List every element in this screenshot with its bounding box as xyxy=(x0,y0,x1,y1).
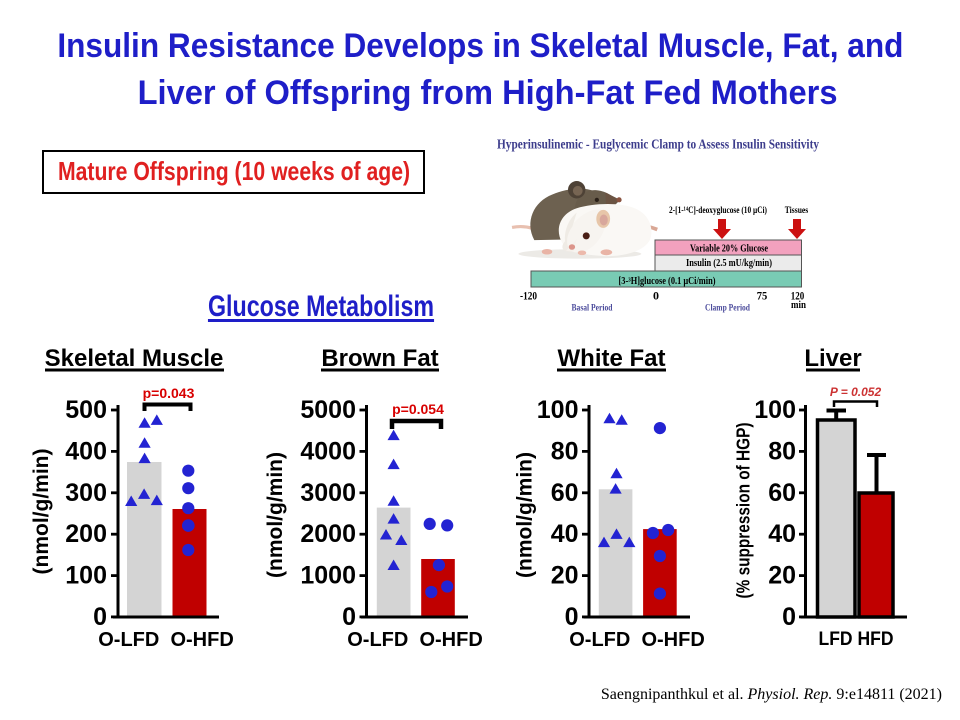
svg-text:(% suppression of HGP): (% suppression of HGP) xyxy=(733,423,754,599)
svg-text:0: 0 xyxy=(342,603,356,631)
svg-text:White Fat: White Fat xyxy=(558,345,666,372)
svg-text:Tissues: Tissues xyxy=(785,206,809,216)
svg-text:200: 200 xyxy=(65,520,107,548)
svg-text:p=0.054: p=0.054 xyxy=(392,401,444,417)
svg-text:Hyperinsulinemic - Euglycemic: Hyperinsulinemic - Euglycemic Clamp to A… xyxy=(497,137,819,152)
svg-text:-120: -120 xyxy=(520,289,537,303)
svg-text:3000: 3000 xyxy=(300,479,356,507)
svg-text:4000: 4000 xyxy=(300,437,356,465)
svg-text:Variable 20% Glucose: Variable 20% Glucose xyxy=(690,244,768,255)
svg-text:[3-³H]glucose (0.1 µCi/min): [3-³H]glucose (0.1 µCi/min) xyxy=(619,276,716,287)
svg-text:400: 400 xyxy=(65,437,107,465)
svg-text:Clamp Period: Clamp Period xyxy=(705,304,751,314)
svg-text:100: 100 xyxy=(754,396,796,424)
svg-text:Basal Period: Basal Period xyxy=(572,304,614,314)
svg-text:(nmol/g/min): (nmol/g/min) xyxy=(30,449,53,575)
svg-text:20: 20 xyxy=(551,562,579,590)
svg-text:0: 0 xyxy=(565,603,579,631)
svg-text:Liver: Liver xyxy=(804,345,861,372)
svg-text:500: 500 xyxy=(65,396,107,424)
svg-text:0: 0 xyxy=(782,603,796,631)
svg-text:5000: 5000 xyxy=(300,396,356,424)
svg-text:60: 60 xyxy=(551,479,579,507)
svg-text:(nmol/g/min): (nmol/g/min) xyxy=(514,452,537,578)
svg-text:2-[1-¹⁴C]-deoxyglucose (10 µCi: 2-[1-¹⁴C]-deoxyglucose (10 µCi) xyxy=(669,205,767,216)
svg-text:Insulin (2.5 mU/kg/min): Insulin (2.5 mU/kg/min) xyxy=(686,258,772,269)
svg-text:O-LFD O-HFD: O-LFD O-HFD xyxy=(98,629,234,651)
svg-text:O-LFD O-HFD: O-LFD O-HFD xyxy=(347,629,483,651)
svg-text:80: 80 xyxy=(768,437,796,465)
svg-text:100: 100 xyxy=(537,396,579,424)
svg-text:40: 40 xyxy=(551,520,579,548)
svg-text:Skeletal Muscle: Skeletal Muscle xyxy=(45,345,224,372)
svg-text:40: 40 xyxy=(768,520,796,548)
svg-text:Brown Fat: Brown Fat xyxy=(321,345,438,372)
svg-text:2000: 2000 xyxy=(300,520,356,548)
svg-text:LFD HFD: LFD HFD xyxy=(819,628,894,650)
svg-text:100: 100 xyxy=(65,562,107,590)
svg-text:P = 0.052: P = 0.052 xyxy=(830,385,882,399)
svg-text:min: min xyxy=(791,300,806,311)
svg-text:0: 0 xyxy=(93,603,107,631)
svg-text:1000: 1000 xyxy=(300,562,356,590)
svg-text:60: 60 xyxy=(768,479,796,507)
svg-text:300: 300 xyxy=(65,479,107,507)
svg-text:120: 120 xyxy=(791,289,805,303)
svg-text:(nmol/g/min): (nmol/g/min) xyxy=(264,452,287,578)
svg-text:p=0.043: p=0.043 xyxy=(143,385,195,401)
svg-text:0: 0 xyxy=(653,289,659,303)
svg-text:O-LFD O-HFD: O-LFD O-HFD xyxy=(569,629,705,651)
svg-text:75: 75 xyxy=(757,289,768,303)
svg-text:80: 80 xyxy=(551,437,579,465)
svg-text:20: 20 xyxy=(768,562,796,590)
